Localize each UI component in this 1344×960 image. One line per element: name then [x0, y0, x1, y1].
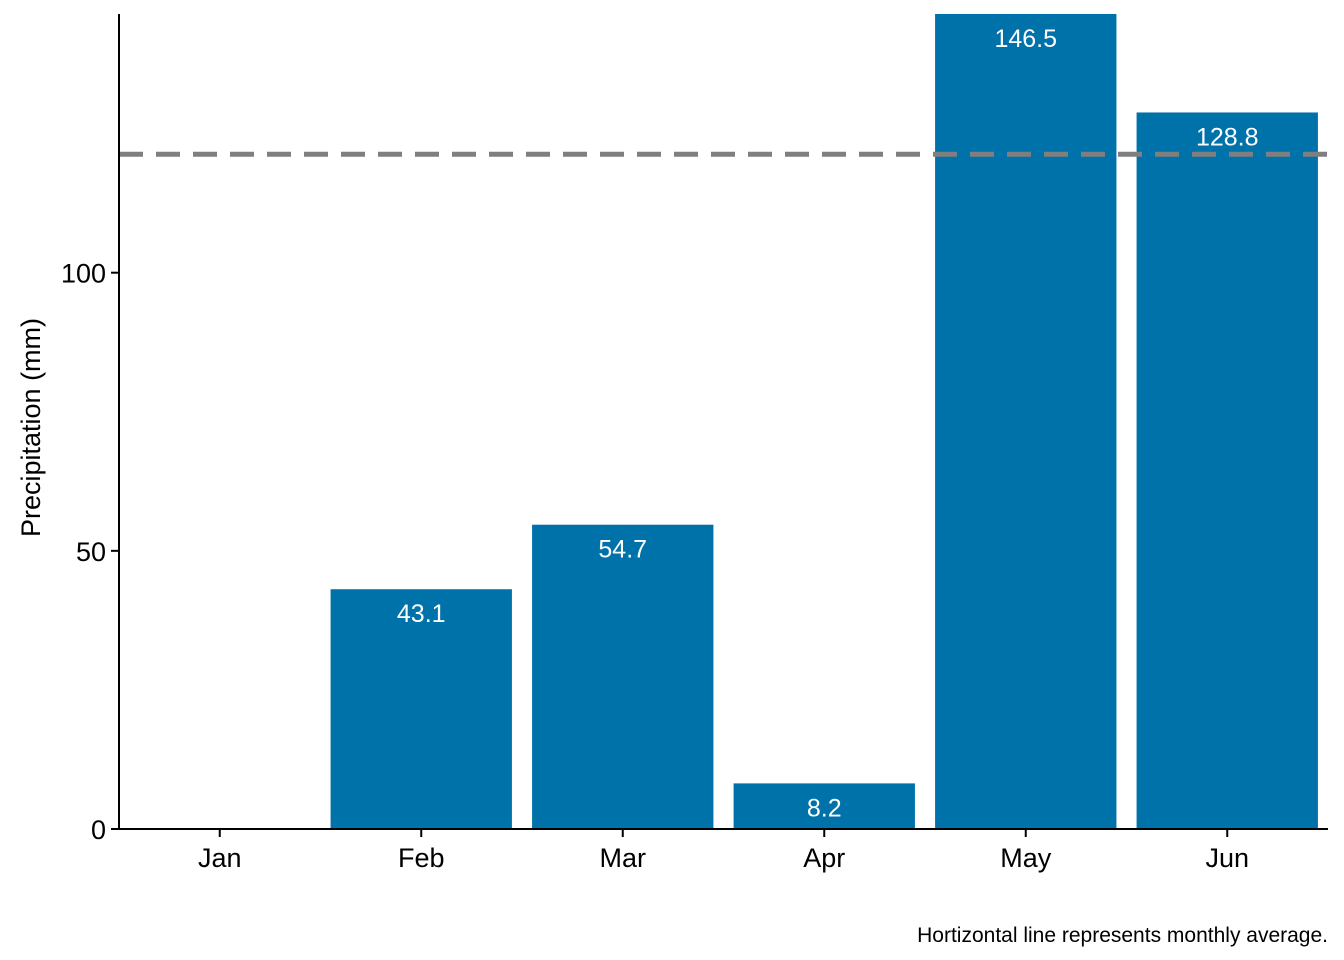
bar-label-mar: 54.7 — [598, 536, 647, 564]
y-tick-label-100: 100 — [61, 259, 106, 289]
bar-label-jun: 128.8 — [1196, 123, 1259, 151]
bar-label-feb: 43.1 — [397, 600, 446, 628]
bar-mar — [532, 524, 714, 829]
chart-caption: Hortizontal line represents monthly aver… — [917, 924, 1328, 947]
bars-layer — [330, 14, 1318, 830]
x-tick-label-may: May — [1000, 843, 1052, 873]
y-tick-label-50: 50 — [76, 537, 106, 567]
labels-layer: Jan 43.1 Feb 54.7 Mar 8.2 Apr 146.5 May 128.8 Jun 0… — [61, 25, 1259, 873]
bar-label-apr: 8.2 — [807, 794, 842, 822]
y-axis-title: Precipitation (mm) — [16, 318, 46, 537]
bar-jun — [1136, 112, 1318, 830]
x-tick-label-jun: Jun — [1205, 843, 1249, 873]
y-tick-label-0: 0 — [91, 815, 106, 845]
x-tick-label-mar: Mar — [600, 843, 647, 873]
bar-apr — [733, 783, 915, 829]
bar-feb — [330, 589, 512, 829]
x-tick-label-jan: Jan — [198, 843, 242, 873]
bar-may — [935, 14, 1117, 829]
x-tick-label-apr: Apr — [803, 843, 845, 873]
bar-label-may: 146.5 — [994, 25, 1057, 53]
x-tick-label-feb: Feb — [398, 843, 445, 873]
axes-layer — [118, 14, 1328, 830]
